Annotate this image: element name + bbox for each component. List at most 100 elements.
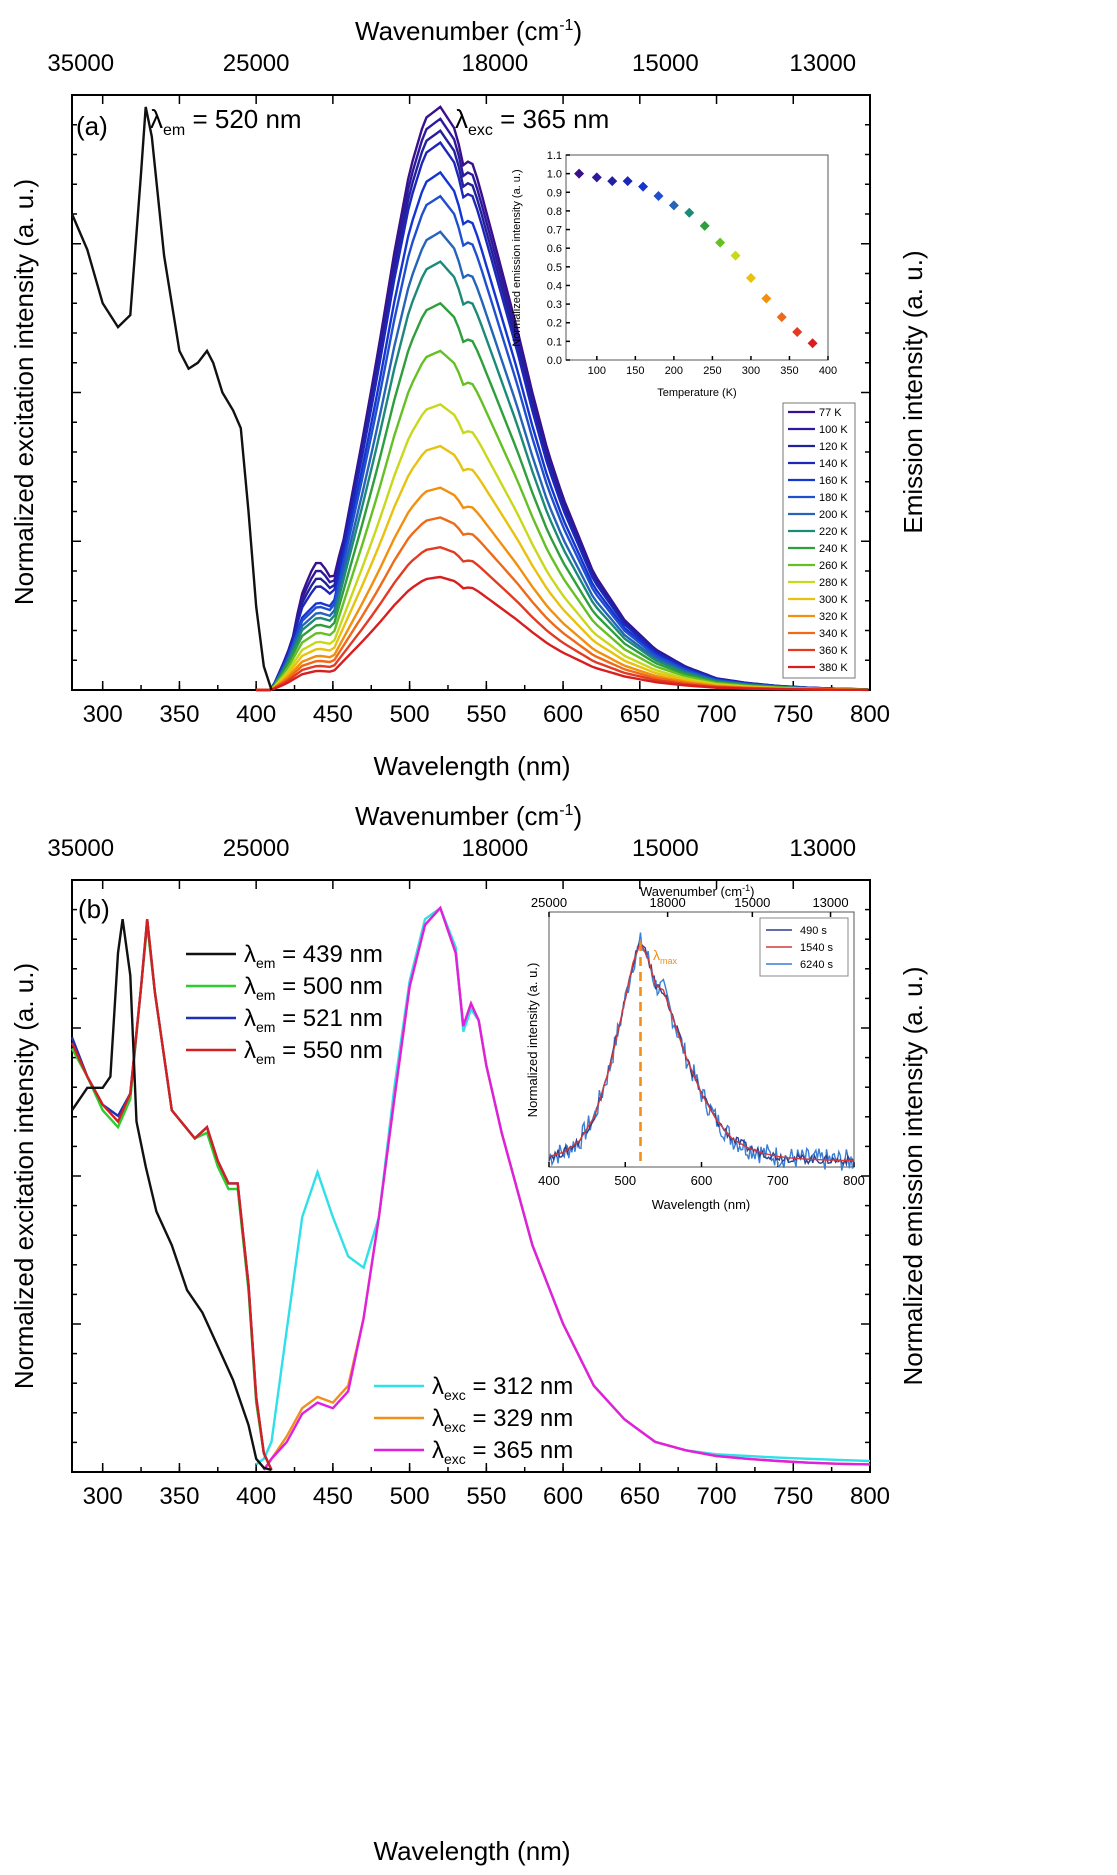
inset-y-tick-label: 0.4 <box>547 280 562 292</box>
top-tick-label: 35000 <box>47 50 114 77</box>
panel-b-inset-ylabel: Normalized intensity (a. u.) <box>525 963 540 1118</box>
inset-x-tick-label: 500 <box>614 1173 636 1188</box>
inset-y-tick-label: 1.1 <box>547 150 562 162</box>
panel-a-inset: 100 150 200 250 300 350 400 0.0 0.1 0.2 0.3 0.4 0.5 0… <box>511 150 837 399</box>
emission-curve-380k <box>256 575 869 692</box>
top-tick-label: 15000 <box>632 50 699 77</box>
inset-x-tick-label: 400 <box>538 1173 560 1188</box>
inset-x-tick-label: 400 <box>819 365 837 377</box>
series-em550 <box>70 919 273 1471</box>
inset-y-tick-label: 1.0 <box>547 169 562 181</box>
legend-label: 200 K <box>819 509 848 521</box>
panel-a: Wavenumber (cm-1) 35000 25000 18000 15000 13… <box>9 16 928 781</box>
legend-label: 260 K <box>819 560 848 572</box>
top-tick-label: 18000 <box>461 50 528 77</box>
panel-a-inset-frame <box>565 154 829 361</box>
inset-y-tick-label: 0.8 <box>547 206 562 218</box>
legend-label: 380 K <box>819 662 848 674</box>
inset-point <box>715 237 726 248</box>
x-tick-label: 400 <box>236 1483 276 1510</box>
inset-x-tick-label: 200 <box>665 365 683 377</box>
x-tick-label: 300 <box>83 701 123 728</box>
x-tick-label: 350 <box>159 701 199 728</box>
panel-a-annot-exc: λexc = 365 nm <box>455 104 609 139</box>
panel-a-inset-xlabel: Temperature (K) <box>657 387 736 399</box>
inset-trace <box>548 941 854 1162</box>
panel-a-xlabel: Wavelength (nm) <box>374 751 571 781</box>
x-tick-label: 600 <box>543 701 583 728</box>
inset-y-tick-label: 0.2 <box>547 318 562 330</box>
series-em521 <box>70 919 273 1471</box>
panel-b-inset-top-title: Wavenumber (cm-1) <box>640 883 754 899</box>
panel-a-annot-em: λem = 520 nm <box>150 104 302 139</box>
inset-top-tick-label: 15000 <box>734 895 770 910</box>
inset-point <box>684 207 695 218</box>
legend-label: 240 K <box>819 543 848 555</box>
x-tick-label: 300 <box>83 1483 123 1510</box>
panel-b: Wavenumber (cm-1) 35000 25000 18000 15000 13… <box>9 801 928 1866</box>
x-tick-label: 750 <box>773 1483 813 1510</box>
inset-y-tick-label: 0.7 <box>547 225 562 237</box>
legend-label: 100 K <box>819 424 848 436</box>
panel-b-xlabel: Wavelength (nm) <box>374 1836 571 1866</box>
x-tick-label: 350 <box>159 1483 199 1510</box>
inset-point <box>622 176 633 187</box>
inset-point <box>591 172 602 183</box>
series-em439 <box>71 919 272 1472</box>
top-tick-label: 13000 <box>789 835 856 862</box>
top-tick-label: 13000 <box>789 50 856 77</box>
series-exc312 <box>255 906 871 1466</box>
x-tick-label: 650 <box>620 1483 660 1510</box>
inset-y-tick-label: 0.9 <box>547 187 562 199</box>
inset-point <box>653 191 664 201</box>
legend-label: 160 K <box>819 475 848 487</box>
inset-x-tick-label: 100 <box>588 365 606 377</box>
panel-a-top-axis-title: Wavenumber (cm-1) <box>355 16 582 46</box>
inset-x-tick-label: 600 <box>691 1173 713 1188</box>
inset-top-tick-label: 13000 <box>812 895 848 910</box>
legend-label: 180 K <box>819 492 848 504</box>
legend-label: 360 K <box>819 645 848 657</box>
x-tick-label: 500 <box>390 701 430 728</box>
inset-point <box>699 220 710 231</box>
inset-point <box>638 181 649 192</box>
inset-y-tick-label: 0.0 <box>547 355 562 367</box>
inset-y-tick-label: 0.5 <box>547 262 562 274</box>
inset-legend-label: 6240 s <box>800 959 834 971</box>
x-tick-label: 750 <box>773 701 813 728</box>
panel-b-ylabel-left: Normalized excitation intensity (a. u.) <box>9 963 39 1389</box>
x-tick-label: 500 <box>390 1483 430 1510</box>
inset-point <box>807 338 818 349</box>
x-tick-label: 400 <box>236 701 276 728</box>
inset-x-tick-label: 250 <box>703 365 721 377</box>
inset-point <box>730 250 741 261</box>
inset-point <box>574 168 585 179</box>
inset-x-tick-label: 150 <box>626 365 644 377</box>
x-tick-label: 800 <box>850 1483 890 1510</box>
panel-a-plot <box>70 105 869 692</box>
inset-legend-label: 490 s <box>800 925 827 937</box>
legend-label: λexc = 365 nm <box>432 1437 573 1467</box>
x-tick-label: 700 <box>697 1483 737 1510</box>
legend-label: λem = 439 nm <box>244 941 383 971</box>
panel-b-axes-ticks <box>72 879 871 1473</box>
panel-a-inset-ylabel: Normalized emission intensity (a. u.) <box>511 169 523 346</box>
inset-y-tick-label: 0.6 <box>547 243 562 255</box>
inset-point <box>776 312 787 323</box>
top-tick-label: 15000 <box>632 835 699 862</box>
legend-label: 320 K <box>819 611 848 623</box>
panel-a-label: (a) <box>76 111 108 141</box>
legend-label: λexc = 329 nm <box>432 1405 573 1435</box>
x-tick-label: 600 <box>543 1483 583 1510</box>
legend-label: 280 K <box>819 577 848 589</box>
top-tick-label: 25000 <box>223 835 290 862</box>
panel-a-legend: 77 K 100 K 120 K 140 K 160 K 180 K 200 K 220 K 2… <box>782 402 856 679</box>
top-tick-label: 35000 <box>47 835 114 862</box>
legend-label: 140 K <box>819 458 848 470</box>
legend-label: λexc = 312 nm <box>432 1373 573 1403</box>
inset-point <box>792 327 803 338</box>
panel-b-label: (b) <box>78 894 110 924</box>
panel-a-ylabel-left: Normalized excitation intensity (a. u.) <box>9 179 39 605</box>
panel-a-ylabel-right: Emission intensity (a. u.) <box>898 250 928 533</box>
